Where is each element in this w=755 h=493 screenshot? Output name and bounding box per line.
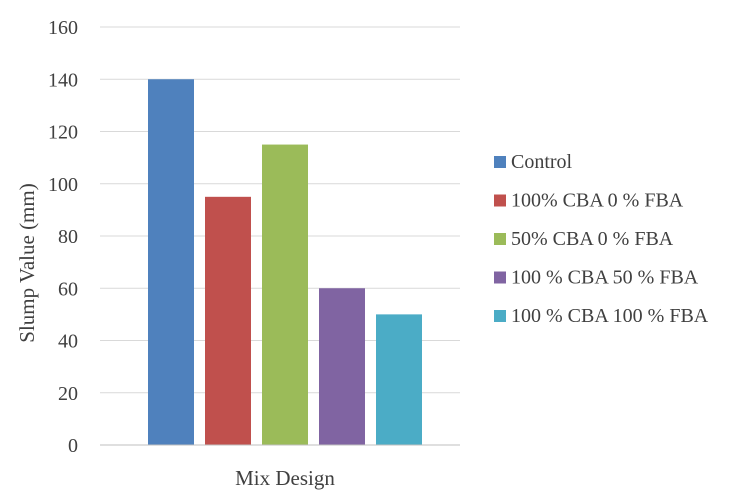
legend-label: 100% CBA 0 % FBA (511, 190, 684, 212)
x-axis-title: Mix Design (235, 466, 335, 490)
y-axis-tick-labels: 0 20 40 60 80 100 120 140 160 (48, 17, 78, 457)
y-tick-label: 60 (58, 278, 78, 300)
y-tick-label: 160 (48, 17, 78, 39)
bar (148, 79, 194, 445)
y-tick-label: 120 (48, 122, 78, 144)
bar (376, 314, 422, 445)
legend-label: 50% CBA 0 % FBA (511, 228, 674, 250)
legend-label: 100 % CBA 100 % FBA (511, 305, 709, 327)
y-tick-label: 80 (58, 226, 78, 248)
legend-swatch (494, 194, 506, 207)
bars (148, 79, 422, 445)
bar (319, 288, 365, 445)
legend-swatch (494, 233, 506, 245)
bar (205, 196, 251, 445)
legend-swatch (494, 271, 506, 284)
y-tick-label: 100 (48, 174, 78, 196)
bar (262, 144, 308, 445)
legend-label: Control (511, 151, 573, 173)
legend-swatch (494, 156, 506, 168)
legend-label: 100 % CBA 50 % FBA (511, 267, 699, 289)
y-tick-label: 0 (68, 435, 78, 457)
y-tick-label: 20 (58, 383, 78, 405)
legend-swatch (494, 310, 506, 322)
y-tick-label: 40 (58, 331, 78, 353)
legend: Control 100% CBA 0 % FBA 50% CBA 0 % FBA 10… (494, 151, 709, 327)
y-tick-label: 140 (48, 69, 78, 91)
y-axis-title: Slump Value (mm) (15, 183, 39, 342)
